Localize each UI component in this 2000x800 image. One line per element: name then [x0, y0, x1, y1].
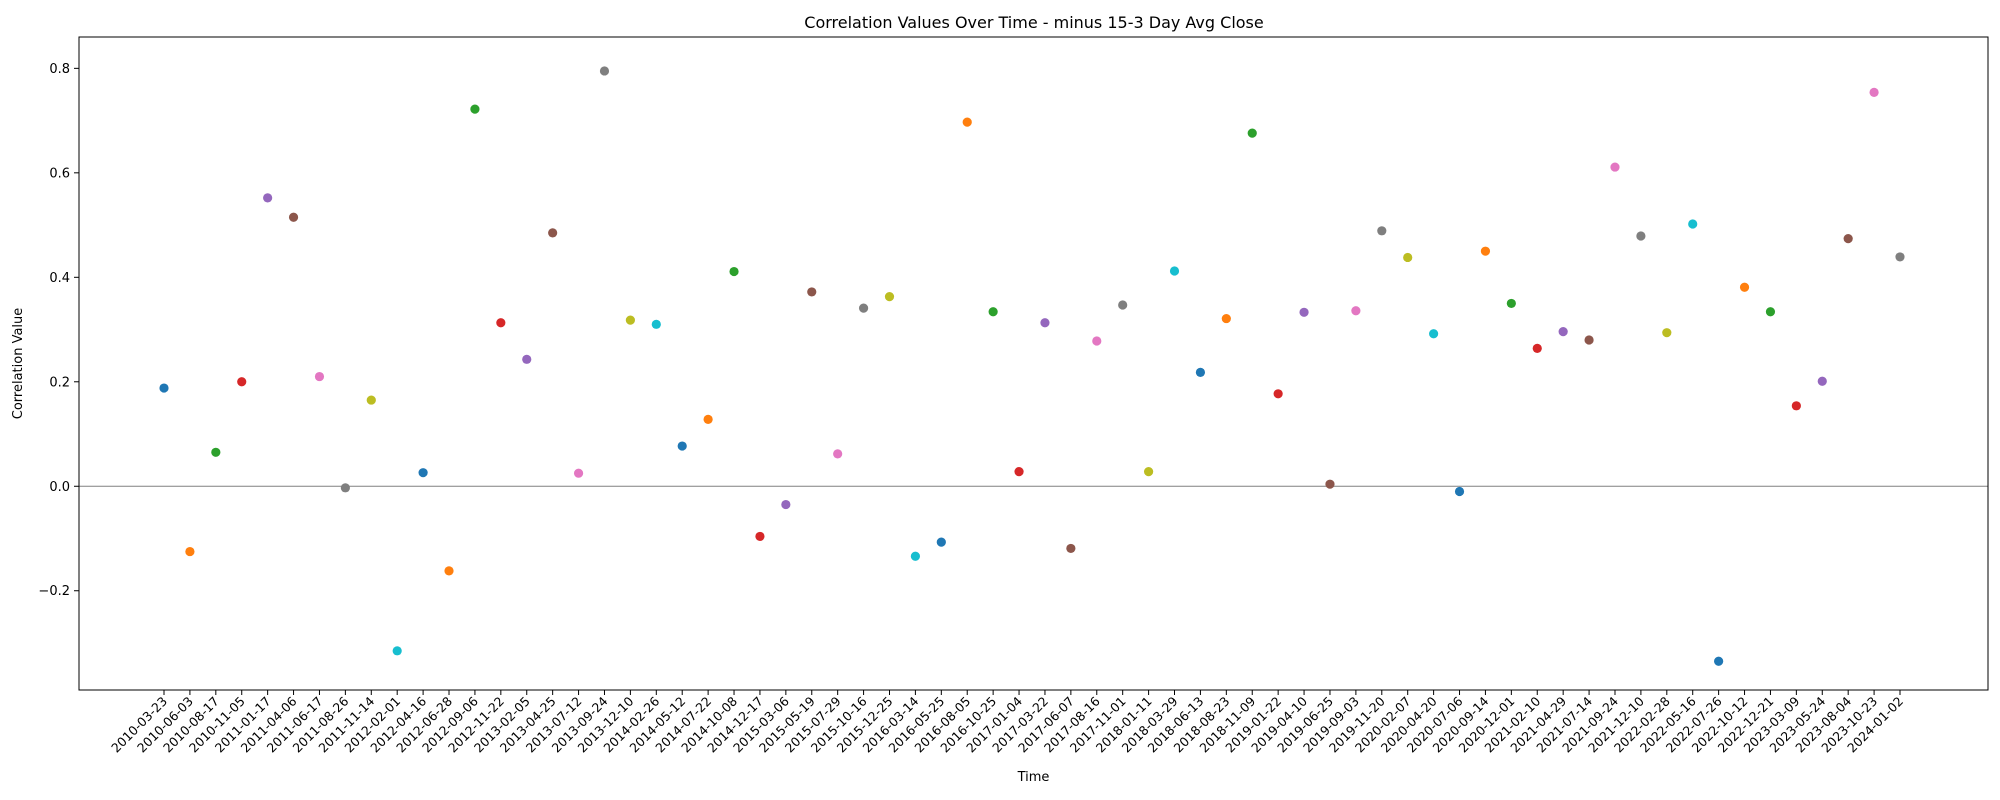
y-tick-label: 0.8: [49, 62, 70, 77]
y-tick-label: 0.2: [49, 375, 70, 390]
data-point: [936, 537, 946, 547]
plot-area-frame: [78, 36, 1989, 691]
data-point: [677, 441, 687, 451]
data-point: [962, 117, 972, 127]
data-point: [1688, 219, 1698, 229]
data-point: [858, 303, 869, 313]
data-point: [1351, 306, 1361, 316]
data-point: [340, 483, 350, 493]
data-point: [573, 468, 584, 478]
data-point: [1299, 307, 1309, 317]
data-point: [1325, 479, 1335, 489]
data-point: [1584, 335, 1594, 345]
data-point: [496, 318, 506, 328]
data-point: [1791, 401, 1801, 411]
data-point: [988, 307, 998, 317]
data-point: [1143, 467, 1154, 477]
data-point: [807, 287, 817, 297]
data-point: [548, 228, 558, 238]
data-point: [729, 266, 739, 277]
data-point: [1480, 246, 1491, 256]
data-point: [263, 193, 273, 203]
data-point: [470, 104, 480, 114]
data-point: [366, 395, 376, 405]
data-point: [1714, 656, 1724, 666]
data-point: [1610, 162, 1620, 172]
data-point: [1092, 336, 1102, 346]
data-point: [1040, 318, 1050, 328]
data-point: [755, 531, 765, 542]
data-point: [703, 414, 713, 424]
data-point: [599, 66, 610, 76]
data-point: [1429, 329, 1439, 339]
data-point: [1066, 543, 1076, 554]
data-point: [1014, 467, 1024, 477]
data-point: [314, 371, 325, 382]
data-point: [1739, 282, 1750, 292]
x-axis: 2010-03-232010-06-032010-08-172010-11-05…: [108, 690, 1906, 755]
data-point: [1195, 367, 1206, 377]
data-point: [884, 292, 895, 302]
x-axis-label: Time: [1017, 770, 1050, 785]
data-point: [159, 383, 169, 393]
data-point: [651, 319, 661, 329]
data-point: [237, 377, 247, 387]
y-axis: −0.2 0.0 0.2 0.4 0.6 0.8: [38, 62, 79, 599]
data-point: [1636, 231, 1646, 241]
chart-title: Correlation Values Over Time - minus 15-…: [804, 13, 1263, 32]
data-point: [1765, 307, 1776, 317]
data-point: [1662, 328, 1672, 338]
y-tick-label: 0.6: [49, 166, 70, 181]
data-point: [1403, 252, 1413, 263]
data-point: [781, 499, 791, 510]
data-point: [418, 468, 428, 478]
data-point: [833, 449, 843, 459]
data-point: [910, 551, 921, 561]
data-point: [1247, 128, 1257, 138]
data-point: [1869, 87, 1879, 97]
data-point: [1532, 343, 1542, 353]
data-point: [1817, 376, 1827, 386]
data-point: [444, 566, 454, 576]
data-point: [1895, 252, 1905, 262]
y-tick-label: 0.4: [49, 271, 70, 286]
data-point: [211, 447, 221, 457]
data-point: [1558, 327, 1568, 337]
data-point: [288, 212, 299, 222]
data-point: [392, 646, 402, 656]
y-tick-label: −0.2: [38, 584, 70, 599]
data-point: [522, 354, 532, 364]
data-point: [1118, 300, 1128, 310]
data-point: [1454, 486, 1465, 497]
data-point: [185, 546, 195, 557]
y-axis-label: Correlation Value: [11, 308, 26, 420]
data-points: [159, 66, 1905, 666]
data-point: [1221, 313, 1231, 324]
y-tick-label: 0.0: [49, 480, 70, 495]
data-point: [1273, 389, 1283, 399]
data-point: [1377, 226, 1387, 236]
data-point: [1169, 266, 1180, 276]
data-point: [625, 315, 635, 325]
data-point: [1506, 298, 1516, 309]
data-point: [1843, 234, 1853, 244]
